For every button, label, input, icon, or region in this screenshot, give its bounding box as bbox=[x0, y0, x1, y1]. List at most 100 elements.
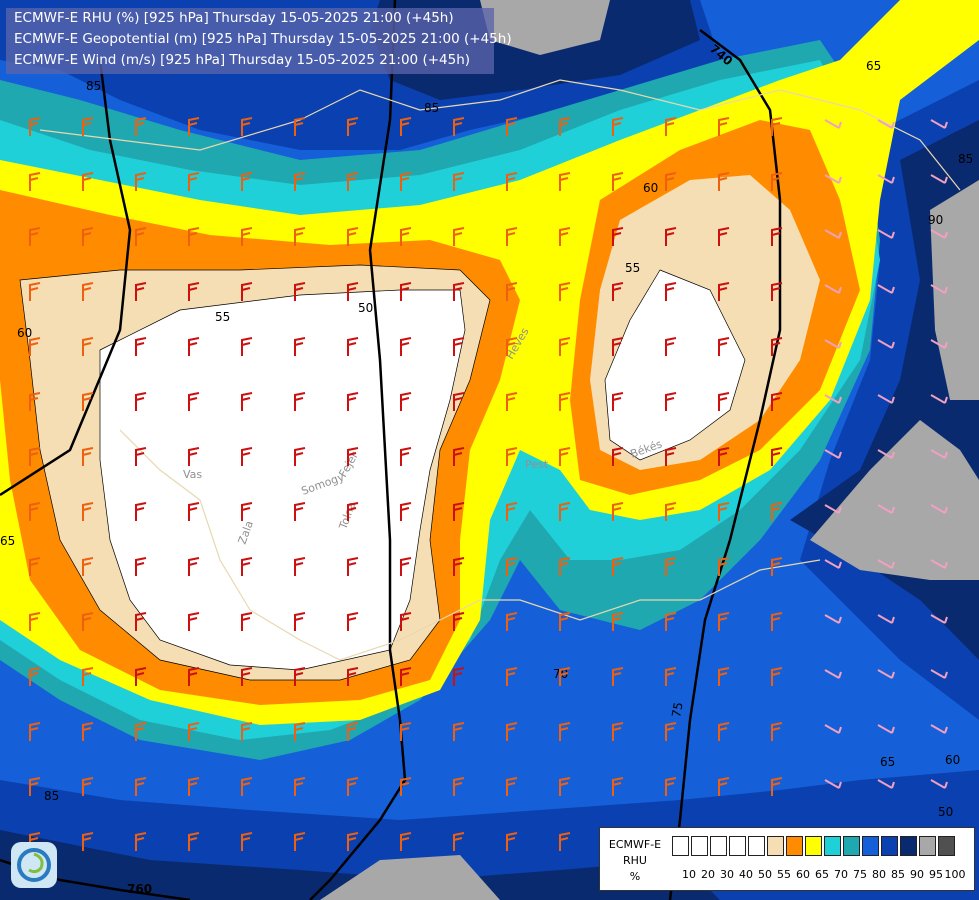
wind-barb bbox=[665, 557, 677, 576]
wind-barb bbox=[82, 282, 94, 301]
contour-label-760: 760 bbox=[127, 882, 152, 896]
region-label-vas: Vas bbox=[183, 468, 202, 481]
wind-barb bbox=[771, 502, 783, 521]
wind-barb bbox=[29, 447, 41, 466]
wind-barb bbox=[241, 612, 253, 631]
wind-barb bbox=[718, 392, 730, 411]
wind-barb bbox=[29, 777, 41, 796]
wind-barb bbox=[506, 667, 518, 686]
wind-barb bbox=[612, 337, 624, 356]
wind-barb bbox=[824, 119, 842, 129]
wind-barb bbox=[29, 557, 41, 576]
wind-barb bbox=[877, 284, 895, 294]
rh-95-patch-north bbox=[480, 0, 610, 55]
wind-barb bbox=[347, 227, 359, 246]
wind-barb bbox=[294, 227, 306, 246]
wind-barb bbox=[665, 667, 677, 686]
wind-barb bbox=[506, 612, 518, 631]
wind-barb bbox=[824, 229, 842, 239]
wind-barb bbox=[718, 282, 730, 301]
wind-barb bbox=[771, 447, 783, 466]
wind-barb bbox=[612, 557, 624, 576]
title-geopotential: ECMWF-E Geopotential (m) [925 hPa] Thurs… bbox=[14, 31, 512, 47]
wind-barb bbox=[188, 722, 200, 741]
wind-barb bbox=[294, 557, 306, 576]
legend-swatch bbox=[710, 836, 727, 856]
rh-90-band-south bbox=[0, 830, 720, 900]
wind-barb bbox=[612, 612, 624, 631]
wind-barb bbox=[29, 502, 41, 521]
wind-barb bbox=[241, 117, 253, 136]
wind-barb bbox=[135, 777, 147, 796]
contour-label-65: 65 bbox=[880, 755, 895, 769]
wind-barb bbox=[930, 119, 948, 129]
legend-tick-label: 95 bbox=[929, 868, 943, 881]
rh-95-patch-south bbox=[320, 855, 500, 900]
wind-barb bbox=[188, 832, 200, 851]
wind-barb bbox=[930, 284, 948, 294]
wind-barb bbox=[824, 174, 842, 184]
wind-barb bbox=[82, 667, 94, 686]
wind-barb bbox=[506, 392, 518, 411]
legend-tick-label: 85 bbox=[891, 868, 905, 881]
legend-tick-label: 20 bbox=[701, 868, 715, 881]
wind-barb bbox=[612, 777, 624, 796]
wind-barb bbox=[241, 557, 253, 576]
wind-barb bbox=[188, 777, 200, 796]
wind-barb bbox=[824, 559, 842, 569]
wind-barb bbox=[347, 337, 359, 356]
contour-label-60: 60 bbox=[643, 181, 658, 195]
wind-barb bbox=[559, 172, 571, 191]
wind-barb bbox=[559, 832, 571, 851]
wind-barb bbox=[718, 337, 730, 356]
contour-edge-50 bbox=[99, 289, 466, 671]
wind-barb bbox=[771, 557, 783, 576]
wind-barb bbox=[930, 174, 948, 184]
wind-barb bbox=[400, 502, 412, 521]
wind-barb bbox=[665, 172, 677, 191]
wind-barb bbox=[771, 117, 783, 136]
wind-barb bbox=[559, 612, 571, 631]
wind-barb bbox=[135, 502, 147, 521]
wind-barb bbox=[29, 612, 41, 631]
wind-barb bbox=[612, 227, 624, 246]
wind-barb bbox=[347, 392, 359, 411]
wind-barb bbox=[400, 227, 412, 246]
legend-swatch bbox=[672, 836, 689, 856]
wind-barb bbox=[824, 394, 842, 404]
wind-barb bbox=[771, 392, 783, 411]
wind-barb bbox=[718, 557, 730, 576]
wind-barb bbox=[241, 392, 253, 411]
legend-swatch bbox=[786, 836, 803, 856]
wind-barb bbox=[241, 227, 253, 246]
wind-barb bbox=[347, 722, 359, 741]
wind-barb bbox=[400, 392, 412, 411]
wind-barb bbox=[559, 777, 571, 796]
wind-barb bbox=[347, 172, 359, 191]
wind-barb bbox=[241, 282, 253, 301]
wind-barb bbox=[29, 337, 41, 356]
wind-barb bbox=[506, 557, 518, 576]
contour-label-85: 85 bbox=[86, 79, 101, 93]
title-box: ECMWF-E RHU (%) [925 hPa] Thursday 15-05… bbox=[6, 8, 512, 74]
wind-barb bbox=[559, 227, 571, 246]
wind-barb bbox=[294, 667, 306, 686]
wind-barb bbox=[82, 777, 94, 796]
wind-barb bbox=[506, 832, 518, 851]
wind-barb bbox=[400, 557, 412, 576]
wind-barb bbox=[718, 227, 730, 246]
gph-740-line-east bbox=[668, 29, 782, 900]
wind-barb bbox=[347, 667, 359, 686]
legend-tick-label: 30 bbox=[720, 868, 734, 881]
wind-barb bbox=[294, 502, 306, 521]
wind-barb bbox=[453, 447, 465, 466]
wind-barb bbox=[82, 612, 94, 631]
wind-barb bbox=[400, 612, 412, 631]
wind-barb bbox=[294, 392, 306, 411]
legend: ECMWF-E RHU % 10 20 30 40 50 55 60 65 70 75 80 85 90… bbox=[599, 827, 975, 891]
legend-swatch bbox=[938, 836, 955, 856]
wind-barb bbox=[400, 117, 412, 136]
country-border bbox=[39, 79, 961, 661]
wind-barb bbox=[294, 172, 306, 191]
